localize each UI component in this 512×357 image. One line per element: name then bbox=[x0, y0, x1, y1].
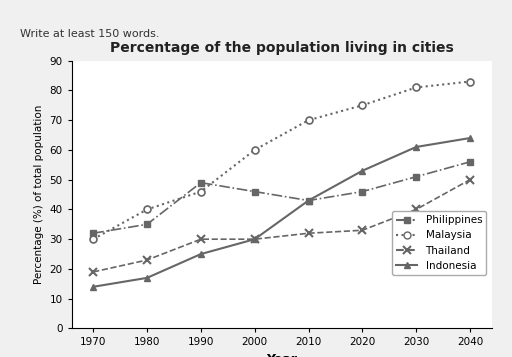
Legend: Philippines, Malaysia, Thailand, Indonesia: Philippines, Malaysia, Thailand, Indones… bbox=[392, 211, 486, 275]
Title: Percentage of the population living in cities: Percentage of the population living in c… bbox=[110, 41, 454, 55]
X-axis label: Year: Year bbox=[266, 353, 297, 357]
Text: Write at least 150 words.: Write at least 150 words. bbox=[20, 29, 160, 39]
Y-axis label: Percentage (%) of total population: Percentage (%) of total population bbox=[34, 105, 44, 284]
